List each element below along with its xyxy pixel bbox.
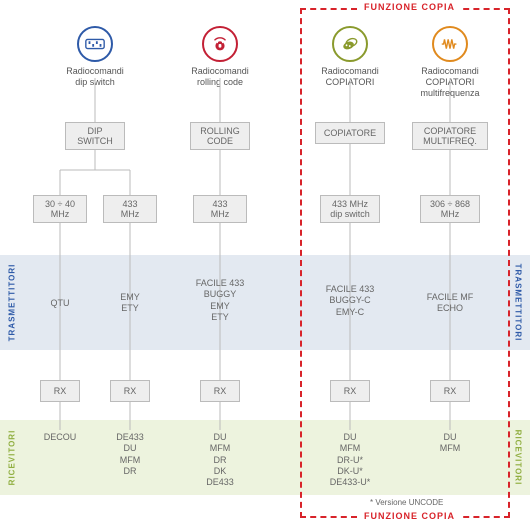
copiatori-icon	[332, 26, 368, 62]
node-roll_rx: RX	[200, 380, 240, 402]
node-dip_rx1: RX	[40, 380, 80, 402]
label-trasmettitori-left: TRASMETTITORI	[8, 262, 17, 342]
footnote-uncode: * Versione UNCODE	[370, 498, 443, 507]
node-mf_rx: RX	[430, 380, 470, 402]
label-ricevitori-right: RICEVITORI	[514, 417, 523, 497]
col-title-rolling: Radiocomandirolling code	[175, 66, 265, 88]
col-title-dip: Radiocomandidip switch	[50, 66, 140, 88]
text-r_cop: DUMFMDR-U*DK-U*DE433-U*	[310, 432, 390, 488]
text-r_mf: DUMFM	[410, 432, 490, 455]
col-title-copiatori: RadiocomandiCOPIATORI	[305, 66, 395, 88]
node-roll_root: ROLLINGCODE	[190, 122, 250, 150]
text-t_cop_t: FACILE 433BUGGY-CEMY-C	[310, 284, 390, 318]
node-dip_f1: 30 ÷ 40MHz	[33, 195, 87, 223]
text-t_roll_t: FACILE 433BUGGYEMYETY	[180, 278, 260, 323]
funzione-copia-label-bottom: FUNZIONE COPIA	[360, 511, 459, 521]
node-dip_f2: 433MHz	[103, 195, 157, 223]
node-mf_root: COPIATOREMULTIFREQ.	[412, 122, 488, 150]
dip-switch-icon	[77, 26, 113, 62]
text-r_dip2: DE433DUMFMDR	[90, 432, 170, 477]
label-trasmettitori-right: TRASMETTITORI	[514, 262, 523, 342]
node-roll_f: 433MHz	[193, 195, 247, 223]
col-title-copiatori-mf: RadiocomandiCOPIATORImultifrequenza	[405, 66, 495, 98]
node-cop_f: 433 MHzdip switch	[320, 195, 380, 223]
text-t_mf_t: FACILE MFECHO	[410, 292, 490, 315]
text-r_dip1: DECOU	[20, 432, 100, 443]
text-t_emy: EMYETY	[90, 292, 170, 315]
label-ricevitori-left: RICEVITORI	[8, 417, 17, 497]
copiatori-mf-icon	[432, 26, 468, 62]
node-mf_f: 306 ÷ 868MHz	[420, 195, 480, 223]
node-cop_root: COPIATORE	[315, 122, 385, 144]
rolling-code-icon	[202, 26, 238, 62]
text-t_qtu: QTU	[20, 298, 100, 309]
node-cop_rx: RX	[330, 380, 370, 402]
text-r_roll: DUMFMDRDKDE433	[180, 432, 260, 488]
node-dip_rx2: RX	[110, 380, 150, 402]
node-dip_root: DIPSWITCH	[65, 122, 125, 150]
funzione-copia-label-top: FUNZIONE COPIA	[360, 2, 459, 12]
